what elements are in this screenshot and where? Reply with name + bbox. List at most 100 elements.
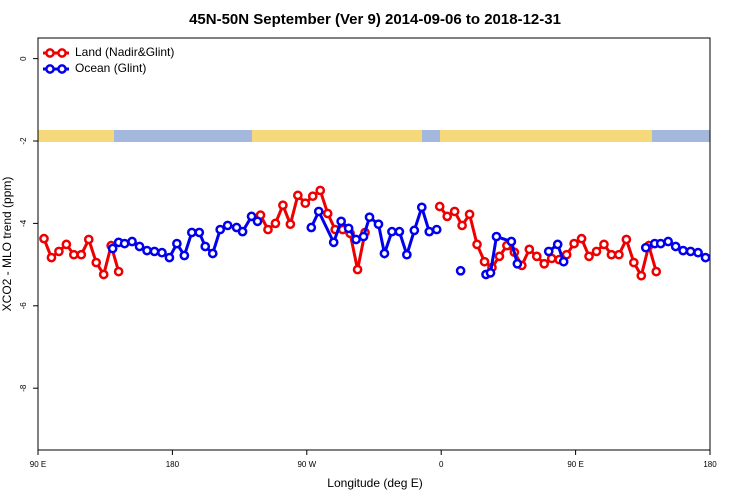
data-point bbox=[394, 226, 405, 237]
data-point bbox=[416, 202, 427, 213]
data-point bbox=[524, 244, 535, 255]
data-point bbox=[278, 200, 288, 211]
data-point bbox=[207, 248, 218, 259]
x-tick-label: 0 bbox=[439, 460, 444, 469]
data-point bbox=[285, 219, 296, 230]
data-point bbox=[457, 220, 467, 231]
data-point bbox=[351, 234, 361, 245]
data-point bbox=[434, 201, 445, 212]
data-point bbox=[424, 226, 435, 237]
data-point bbox=[179, 250, 190, 261]
data-point bbox=[270, 218, 281, 229]
data-point bbox=[263, 224, 273, 235]
data-point bbox=[539, 258, 550, 269]
data-point bbox=[328, 237, 339, 248]
data-point bbox=[300, 198, 311, 209]
data-point bbox=[576, 233, 587, 244]
data-point bbox=[479, 256, 490, 267]
data-point bbox=[246, 211, 257, 222]
data-point bbox=[614, 249, 624, 260]
data-point bbox=[252, 216, 263, 227]
data-point bbox=[455, 265, 466, 276]
data-point bbox=[46, 252, 57, 263]
data-point bbox=[358, 231, 369, 242]
x-tick-label: 90 E bbox=[567, 460, 583, 469]
legend-label: Land (Nadir&Glint) bbox=[75, 45, 174, 59]
data-point bbox=[119, 238, 130, 249]
data-point bbox=[491, 231, 502, 242]
data-point bbox=[343, 223, 354, 234]
legend-marker bbox=[45, 48, 55, 58]
data-point bbox=[569, 238, 579, 249]
data-point bbox=[663, 236, 674, 247]
data-point bbox=[107, 243, 118, 254]
data-point bbox=[149, 246, 160, 257]
data-point bbox=[558, 256, 569, 267]
data-point bbox=[506, 236, 517, 247]
data-point bbox=[670, 241, 681, 252]
x-tick-label: 90 W bbox=[297, 460, 316, 469]
data-point bbox=[651, 266, 662, 277]
data-point bbox=[606, 249, 617, 260]
data-point bbox=[54, 246, 64, 257]
data-point bbox=[222, 220, 233, 231]
x-tick-label: 180 bbox=[166, 460, 180, 469]
data-point bbox=[292, 190, 303, 201]
data-point bbox=[494, 251, 505, 262]
data-point bbox=[76, 249, 87, 260]
x-tick-label: 180 bbox=[703, 460, 717, 469]
y-tick-label: 0 bbox=[19, 56, 28, 61]
data-point bbox=[379, 248, 390, 259]
data-point bbox=[552, 239, 563, 250]
data-point bbox=[512, 258, 523, 269]
data-point bbox=[142, 245, 152, 256]
data-point bbox=[543, 246, 554, 257]
data-point bbox=[315, 185, 326, 196]
plot-frame bbox=[37, 37, 711, 451]
data-point bbox=[164, 252, 175, 263]
data-point bbox=[237, 226, 248, 237]
data-point bbox=[599, 239, 609, 250]
data-point bbox=[200, 241, 211, 252]
data-point bbox=[322, 208, 333, 219]
x-axis-label: Longitude (deg E) bbox=[327, 476, 422, 490]
data-point bbox=[61, 239, 72, 250]
data-point bbox=[685, 246, 696, 257]
data-point bbox=[442, 211, 453, 222]
data-point bbox=[68, 249, 79, 260]
data-point bbox=[485, 267, 496, 278]
data-point bbox=[409, 225, 420, 236]
data-point bbox=[431, 224, 442, 235]
legend-label: Ocean (Glint) bbox=[75, 61, 146, 75]
data-point bbox=[678, 245, 688, 256]
data-point bbox=[127, 236, 137, 247]
data-point bbox=[387, 226, 397, 237]
data-point bbox=[655, 238, 666, 249]
map-strip bbox=[38, 130, 710, 142]
data-point bbox=[172, 238, 182, 249]
data-point bbox=[157, 247, 167, 258]
data-point bbox=[113, 266, 124, 277]
data-point bbox=[83, 234, 94, 245]
data-point bbox=[700, 252, 711, 263]
data-point bbox=[134, 241, 145, 252]
y-tick-label: -6 bbox=[19, 302, 28, 310]
data-point bbox=[591, 246, 602, 257]
data-point bbox=[373, 219, 384, 230]
data-point bbox=[472, 239, 482, 250]
legend-marker bbox=[57, 48, 67, 58]
y-axis-label: XCO2 - MLO trend (ppm) bbox=[0, 177, 14, 312]
data-point bbox=[621, 234, 632, 245]
data-point bbox=[336, 216, 346, 227]
data-point bbox=[186, 227, 197, 238]
data-point bbox=[640, 242, 651, 253]
data-point bbox=[215, 224, 226, 235]
data-point bbox=[313, 206, 324, 217]
data-point bbox=[364, 212, 375, 223]
data-point bbox=[194, 227, 205, 238]
data-point bbox=[306, 222, 317, 233]
y-tick-label: -8 bbox=[19, 384, 28, 392]
legend-marker bbox=[57, 64, 67, 74]
x-tick-label: 90 E bbox=[30, 460, 46, 469]
